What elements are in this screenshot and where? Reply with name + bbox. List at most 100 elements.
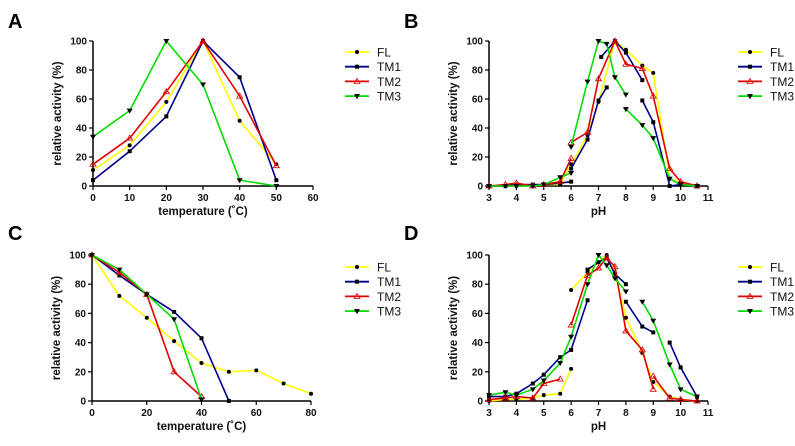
series-line: [488, 253, 698, 398]
data-point: [638, 64, 647, 71]
legend-item-tm3: TM3: [345, 305, 401, 319]
y-axis-label: relative activity (%): [52, 61, 64, 165]
series-line: [91, 254, 230, 402]
panel-label: D: [404, 223, 418, 245]
data-point: [623, 299, 628, 304]
x-tick-label: 9: [650, 193, 656, 204]
data-point: [638, 346, 647, 353]
data-point: [502, 390, 509, 396]
legend-label: TM1: [770, 275, 794, 289]
legend-marker: [353, 292, 361, 299]
data-point: [649, 385, 657, 392]
data-point: [583, 271, 592, 278]
data-point: [486, 393, 492, 399]
data-point: [676, 395, 685, 402]
series-tm1: [91, 39, 279, 183]
legend-item-fl: FL: [345, 46, 391, 60]
legend-marker: [355, 50, 359, 54]
legend-item-fl: FL: [738, 46, 784, 60]
series-tm3: [486, 253, 701, 400]
series-tm2: [89, 37, 281, 169]
legend-item-tm2: TM2: [345, 290, 401, 304]
data-point: [237, 75, 242, 80]
legend-marker: [354, 94, 360, 100]
y-tick-label: 40: [472, 338, 484, 349]
y-tick-label: 80: [472, 66, 484, 77]
x-axis-label: temperature (˚C): [157, 421, 247, 433]
data-point: [272, 161, 281, 169]
data-point: [237, 118, 242, 123]
y-tick-label: 100: [70, 37, 87, 48]
y-tick-label: 80: [472, 280, 484, 291]
series-tm3: [90, 39, 280, 189]
data-point: [502, 184, 509, 189]
data-point: [595, 39, 602, 44]
data-point: [486, 184, 492, 189]
x-tick-label: 40: [196, 408, 208, 419]
data-point: [557, 361, 564, 367]
x-tick-label: 30: [197, 193, 209, 204]
x-axis-label: pH: [591, 206, 606, 218]
data-point: [558, 391, 563, 396]
data-point: [694, 394, 701, 400]
data-point: [667, 184, 672, 188]
data-point: [569, 347, 574, 352]
data-point: [622, 60, 630, 67]
data-point: [594, 264, 603, 271]
data-point: [556, 177, 564, 185]
legend-label: TM2: [770, 290, 794, 304]
panel-label: B: [404, 11, 418, 33]
legend-marker: [747, 309, 753, 315]
data-point: [529, 387, 536, 393]
data-point: [666, 176, 673, 182]
data-point: [569, 166, 574, 171]
legend-marker: [355, 265, 359, 269]
legend-item-tm2: TM2: [738, 290, 794, 304]
data-point: [583, 128, 592, 135]
data-point: [595, 253, 602, 258]
series-line: [92, 39, 277, 171]
y-tick-label: 60: [472, 309, 484, 320]
data-point: [649, 372, 657, 379]
legend-marker: [746, 292, 754, 299]
data-point: [513, 184, 520, 189]
series-line: [489, 256, 698, 398]
x-tick-label: 10: [675, 193, 687, 204]
panel-a: A 0 10 20 30 40 50 60 0 20 40 60 80 100 temperature (˚…: [8, 11, 401, 218]
data-point: [677, 387, 684, 393]
legend-label: TM1: [770, 60, 794, 74]
data-point: [569, 179, 574, 184]
data-point: [569, 288, 574, 293]
data-point: [667, 340, 672, 345]
data-point: [274, 178, 279, 183]
legend-label: TM2: [377, 290, 401, 304]
legend-item-tm2: TM2: [345, 75, 401, 89]
data-point: [199, 361, 204, 366]
panel-label: C: [8, 223, 22, 245]
data-point: [665, 394, 674, 401]
data-point: [604, 85, 609, 90]
x-tick-label: 5: [541, 193, 547, 204]
x-tick-label: 10: [124, 193, 136, 204]
series-line: [92, 39, 278, 181]
y-tick-label: 40: [75, 338, 87, 349]
legend-label: TM3: [377, 305, 401, 319]
data-point: [164, 114, 169, 119]
y-tick-label: 40: [76, 124, 88, 135]
series-line: [489, 39, 698, 187]
data-point: [126, 108, 133, 114]
data-point: [650, 318, 657, 324]
legend-label: FL: [377, 261, 391, 275]
data-point: [611, 37, 619, 44]
data-point: [236, 178, 243, 184]
data-point: [611, 75, 618, 81]
data-point: [281, 381, 286, 386]
y-tick-label: 0: [477, 182, 483, 193]
y-tick-label: 20: [75, 367, 87, 378]
series-line: [92, 39, 277, 187]
data-point: [622, 107, 629, 113]
x-tick-label: 6: [568, 193, 574, 204]
data-point: [171, 317, 178, 323]
data-point: [694, 184, 701, 189]
data-point: [603, 41, 610, 47]
